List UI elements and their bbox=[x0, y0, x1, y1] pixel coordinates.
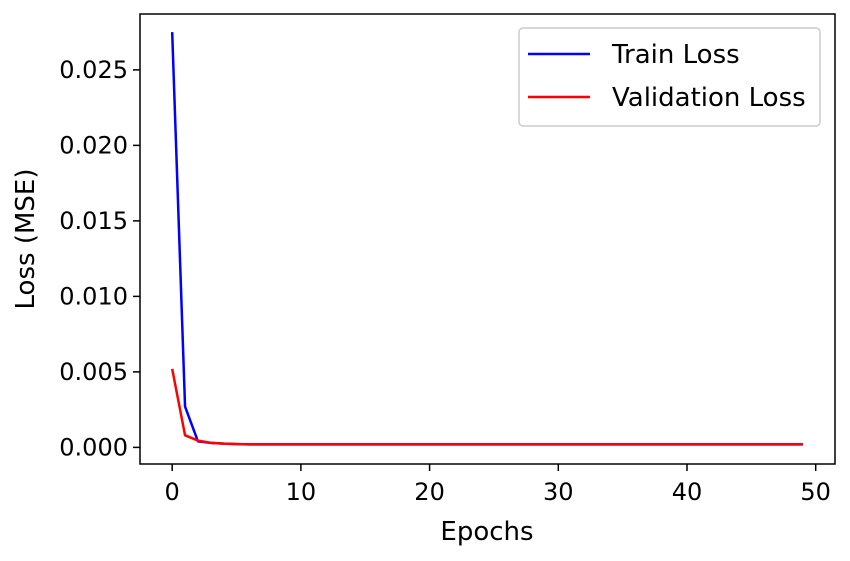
x-tick-label: 40 bbox=[672, 478, 703, 506]
x-tick-label: 0 bbox=[165, 478, 180, 506]
series-lines bbox=[170, 32, 803, 446]
x-tick-label: 30 bbox=[543, 478, 574, 506]
x-tick-label: 50 bbox=[800, 478, 831, 506]
y-axis-ticks: 0.000 0.005 0.010 0.015 0.020 0.025 bbox=[59, 56, 140, 461]
validation-loss-line bbox=[170, 368, 803, 446]
x-tick-label: 10 bbox=[286, 478, 317, 506]
y-tick-label: 0.000 bbox=[59, 433, 128, 461]
y-tick-label: 0.025 bbox=[59, 56, 128, 84]
legend-label-validation: Validation Loss bbox=[612, 83, 806, 113]
y-tick-label: 0.020 bbox=[59, 131, 128, 159]
x-tick-label: 20 bbox=[414, 478, 445, 506]
legend: Train Loss Validation Loss bbox=[518, 27, 821, 127]
x-axis-label: Epochs bbox=[440, 517, 533, 547]
plot-area-frame bbox=[139, 13, 836, 465]
legend-label-train: Train Loss bbox=[611, 40, 740, 70]
y-tick-label: 0.005 bbox=[59, 358, 128, 386]
y-tick-label: 0.015 bbox=[59, 207, 128, 235]
x-axis-ticks: 0 10 20 30 40 50 bbox=[165, 464, 831, 506]
legend-box bbox=[518, 27, 821, 127]
y-tick-label: 0.010 bbox=[59, 282, 128, 310]
y-axis-label: Loss (MSE) bbox=[11, 169, 41, 310]
